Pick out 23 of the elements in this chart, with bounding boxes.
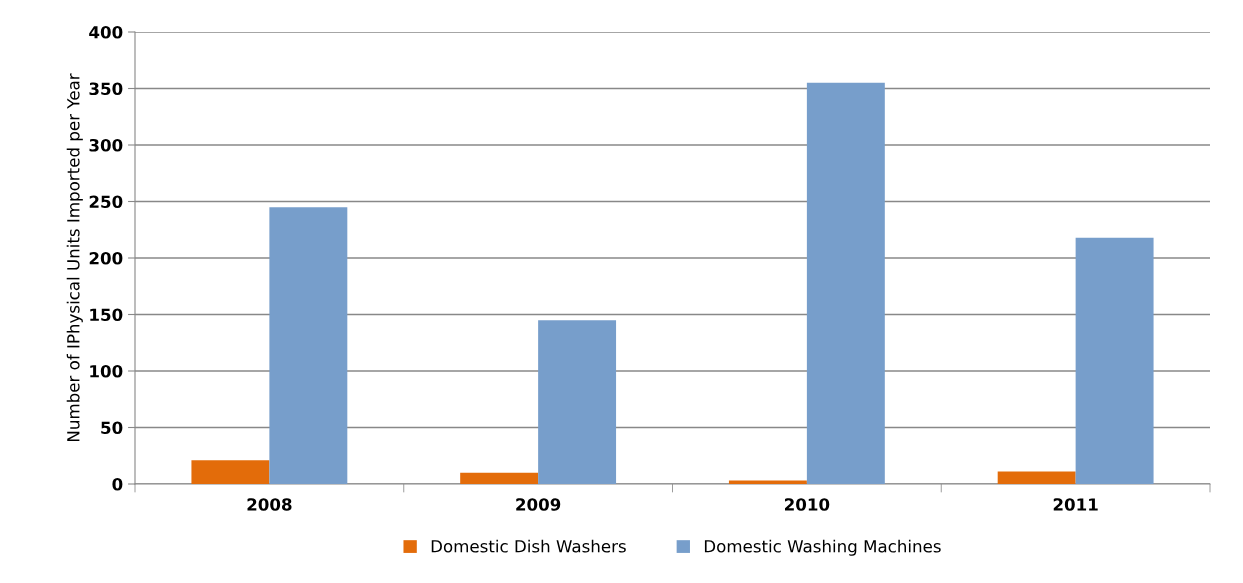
bar [806,82,885,484]
x-tick-label: 2011 [1053,498,1098,511]
y-tick-label: 300 [89,138,123,152]
x-tick-label: 2008 [247,498,292,511]
legend-label: Domestic Dish Washers [431,539,626,553]
bar [997,471,1076,484]
bar [1075,237,1154,484]
y-tick-label: 200 [89,251,123,265]
x-tick-label: 2010 [785,498,830,511]
bar [191,460,270,484]
y-tick-label: 50 [101,421,123,435]
bar [460,472,539,484]
y-tick-label: 150 [90,308,123,322]
y-tick-label: 0 [112,477,123,491]
y-tick-label: 250 [89,195,123,209]
y-tick-label: 400 [89,25,123,39]
y-axis-title: Number of IPhysical Units Imported per Year [66,73,83,441]
x-tick-label: 2009 [516,498,561,511]
bar [269,207,348,484]
y-tick-label: 350 [89,82,123,96]
y-tick-label: 100 [90,364,123,378]
bar [538,320,617,484]
legend-label: Domestic Washing Machines [704,539,941,556]
